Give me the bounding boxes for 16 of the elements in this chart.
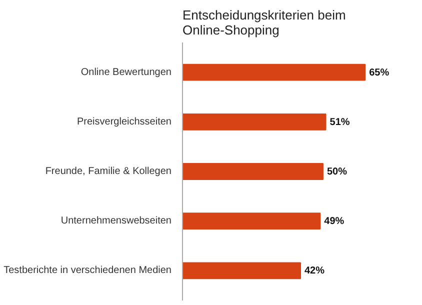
data-label: 65% (369, 67, 390, 78)
y-tick-label: Preisvergleichsseiten (77, 116, 172, 128)
bar (182, 163, 324, 180)
y-tick-label: Freunde, Familie & Kollegen (45, 166, 172, 177)
bar (182, 64, 366, 81)
y-tick-label: Unternehmenswebseiten (60, 216, 172, 227)
data-label: 42% (304, 266, 325, 277)
bar (182, 212, 321, 230)
bar (182, 262, 301, 280)
y-tick-label: Testberichte in verschiedenen Medien (4, 265, 172, 276)
bar (182, 113, 326, 130)
y-tick-label: Online Bewertungen (80, 66, 172, 78)
data-label: 51% (330, 116, 350, 128)
data-label: 49% (324, 216, 344, 228)
data-label: 50% (326, 166, 348, 178)
chart-title: Entscheidungskriterien beim Online-Shopping (182, 8, 346, 38)
